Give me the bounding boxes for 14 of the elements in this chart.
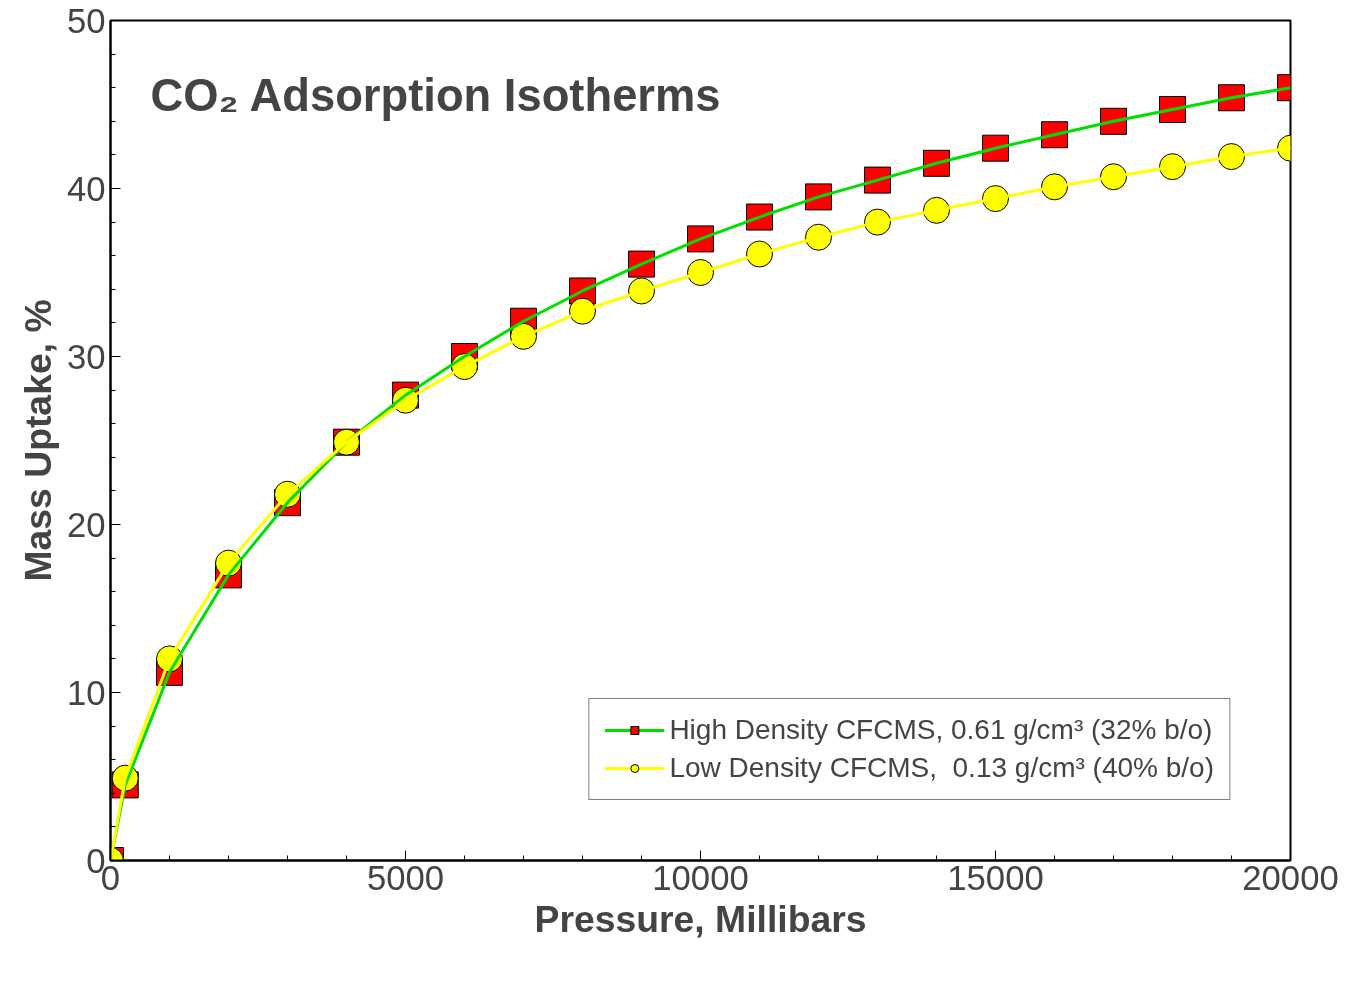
y-tick-label: 20 (66, 505, 106, 544)
x-tick-label: 20000 (1242, 858, 1339, 897)
y-tick-label: 30 (66, 337, 106, 376)
y-tick-label: 10 (66, 673, 106, 712)
x-axis-title: Pressure, Millibars (534, 897, 867, 940)
legend-label: Low Density CFCMS, 0.13 g/cm³ (40% b/o) (669, 752, 1214, 784)
x-tick-label: 15000 (947, 858, 1044, 897)
text: CO₂ Adsorption Isotherms (150, 69, 721, 121)
legend-label: High Density CFCMS, 0.61 g/cm³ (32% b/o) (669, 714, 1213, 746)
y-axis-title: Mass Uptake, % (16, 299, 59, 582)
x-tick-label: 10000 (652, 858, 749, 897)
y-tick-label: 50 (66, 1, 106, 40)
y-tick-label: 40 (66, 169, 106, 208)
x-tick-label: 5000 (366, 858, 445, 897)
